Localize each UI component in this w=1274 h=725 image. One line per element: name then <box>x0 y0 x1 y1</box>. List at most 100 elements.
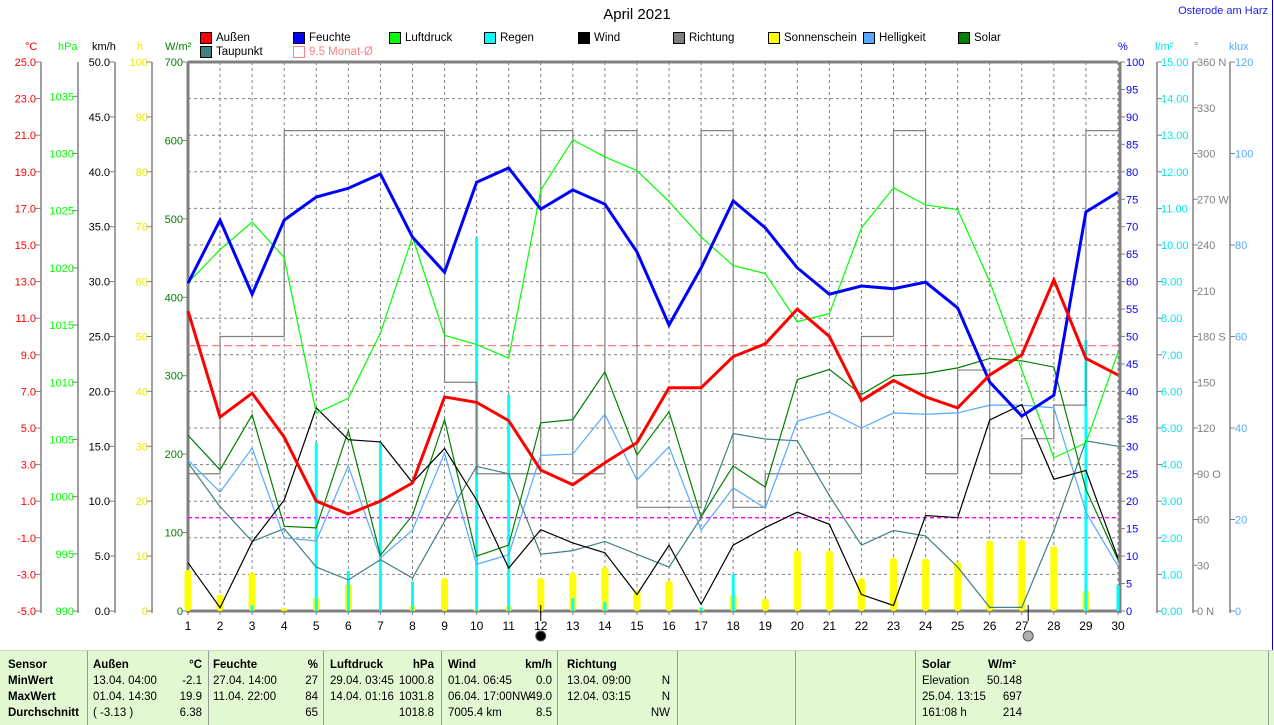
axis-tick-label: 360 N <box>1197 57 1226 69</box>
divider <box>441 651 442 725</box>
axis-tick-label: 30 <box>1197 560 1209 572</box>
axis-tick-label: 80 <box>136 167 148 179</box>
table-cell: 1018.8 <box>388 707 434 719</box>
axis-tick-label: 85 <box>1126 139 1138 151</box>
axis-tick-label: 0.00 <box>1161 606 1182 618</box>
series-line-richtung <box>188 131 1118 508</box>
table-header: °C <box>170 659 202 671</box>
legend-label: Regen <box>500 32 534 44</box>
axis-tick-label: 17.0 <box>15 203 36 215</box>
axis-tick-label: 100 <box>1126 57 1144 69</box>
axis-tick-label: -5.0 <box>17 606 36 618</box>
axis-tick-label: 10 <box>136 551 148 563</box>
legend-item: Taupunkt <box>200 46 263 58</box>
series-line-luftdruck <box>188 140 1118 458</box>
divider <box>915 651 916 725</box>
table-cell: 214 <box>980 707 1022 719</box>
axis-tick-label: 400 <box>165 292 183 304</box>
legend-swatch <box>293 32 305 44</box>
table-header: Richtung <box>567 659 617 671</box>
axis-tick-label: 6.00 <box>1161 386 1182 398</box>
axis-tick-label: 70 <box>136 222 148 234</box>
legend-item: Luftdruck <box>389 32 452 44</box>
axis-tick-label: 15.0 <box>15 240 36 252</box>
row-label: MaxWert <box>8 691 56 703</box>
table-cell: NW <box>630 707 670 719</box>
axis-tick-label: 150 <box>1197 377 1215 389</box>
x-tick-label: 14 <box>598 619 612 633</box>
axis-tick-label: 20 <box>1126 496 1138 508</box>
series-line-feuchte <box>188 168 1118 416</box>
axis-tick-label: 995 <box>56 549 74 561</box>
axis-tick-label: 65 <box>1126 249 1138 261</box>
axis-tick-label: 1.00 <box>1161 569 1182 581</box>
axis-tick-label: 20.0 <box>89 386 110 398</box>
table-cell: Elevation <box>922 675 969 687</box>
x-tick-label: 7 <box>377 619 384 633</box>
axis-tick-label: 1030 <box>50 149 74 161</box>
legend-label: 9.5 Monat-Ø <box>309 46 373 58</box>
legend-swatch <box>958 32 970 44</box>
axis-tick-label: 0 <box>177 606 183 618</box>
axis-tick-label: 5.0 <box>95 551 110 563</box>
bar-sonnenschein <box>986 541 993 611</box>
table-cell: 14.04. 01:16 <box>330 691 394 703</box>
axis-tick-label: 8.00 <box>1161 313 1182 325</box>
axis-tick-label: 13.00 <box>1161 130 1189 142</box>
axis-tick-label: 13.0 <box>15 277 36 289</box>
x-tick-label: 11 <box>502 619 515 633</box>
x-tick-label: 4 <box>281 619 288 633</box>
bar-sonnenschein <box>281 608 288 611</box>
table-cell: 13.04. 09:00 <box>567 675 631 687</box>
table-header: Wind <box>448 659 476 671</box>
axis-tick-label: 330 <box>1197 103 1215 115</box>
table-cell: 697 <box>980 691 1022 703</box>
x-tick-label: 22 <box>855 619 869 633</box>
axis-tick-label: 40 <box>136 386 148 398</box>
axis-tick-label: 3.00 <box>1161 496 1182 508</box>
table-header: hPa <box>398 659 434 671</box>
axis-tick-label: 2.00 <box>1161 533 1182 545</box>
x-tick-label: 20 <box>791 619 805 633</box>
legend-swatch <box>389 32 401 44</box>
axis-tick-label: 1015 <box>50 320 74 332</box>
x-tick-label: 2 <box>217 619 224 633</box>
series-line-helligkeit <box>188 405 1118 566</box>
axis-tick-label: 1000 <box>50 492 74 504</box>
x-tick-label: 28 <box>1047 619 1061 633</box>
axis-tick-label: 70 <box>1126 222 1138 234</box>
bar-regen <box>507 395 510 611</box>
axis-tick-label: 15 <box>1126 524 1138 536</box>
axis-tick-label: 300 <box>1197 149 1215 161</box>
divider <box>557 651 558 725</box>
table-cell: -2.1 <box>160 675 202 687</box>
bar-sonnenschein <box>922 559 929 611</box>
axis-tick-label: 35 <box>1126 414 1138 426</box>
table-header: Sensor <box>8 659 47 671</box>
table-cell: N <box>630 675 670 687</box>
table-cell: 29.04. 03:45 <box>330 675 394 687</box>
axis-tick-label: 4.00 <box>1161 460 1182 472</box>
weather-chart: °C25.023.021.019.017.015.013.011.09.07.0… <box>0 0 1274 650</box>
divider <box>1268 651 1269 725</box>
axis-tick-label: 14.00 <box>1161 94 1189 106</box>
table-cell: 27 <box>280 675 318 687</box>
x-tick-label: 10 <box>470 619 484 633</box>
window-border <box>1272 0 1273 650</box>
axis-tick-label: 40.0 <box>89 167 110 179</box>
axis-tick-label: 990 <box>56 606 74 618</box>
axis-tick-label: 5.0 <box>21 423 36 435</box>
legend-label: Außen <box>216 32 250 44</box>
x-tick-label: 8 <box>409 619 416 633</box>
axis-tick-label: 60 <box>1126 277 1138 289</box>
axis-tick-label: 30.0 <box>89 277 110 289</box>
series-line-taupunkt <box>188 433 1118 607</box>
axis-unit-label: h <box>137 41 143 53</box>
axis-tick-label: 25 <box>1126 469 1138 481</box>
bar-sonnenschein <box>954 562 961 611</box>
legend-item: Außen <box>200 32 250 44</box>
axis-tick-label: 1035 <box>50 91 74 103</box>
bar-sonnenschein <box>762 599 769 611</box>
axis-tick-label: 11.00 <box>1161 203 1188 215</box>
